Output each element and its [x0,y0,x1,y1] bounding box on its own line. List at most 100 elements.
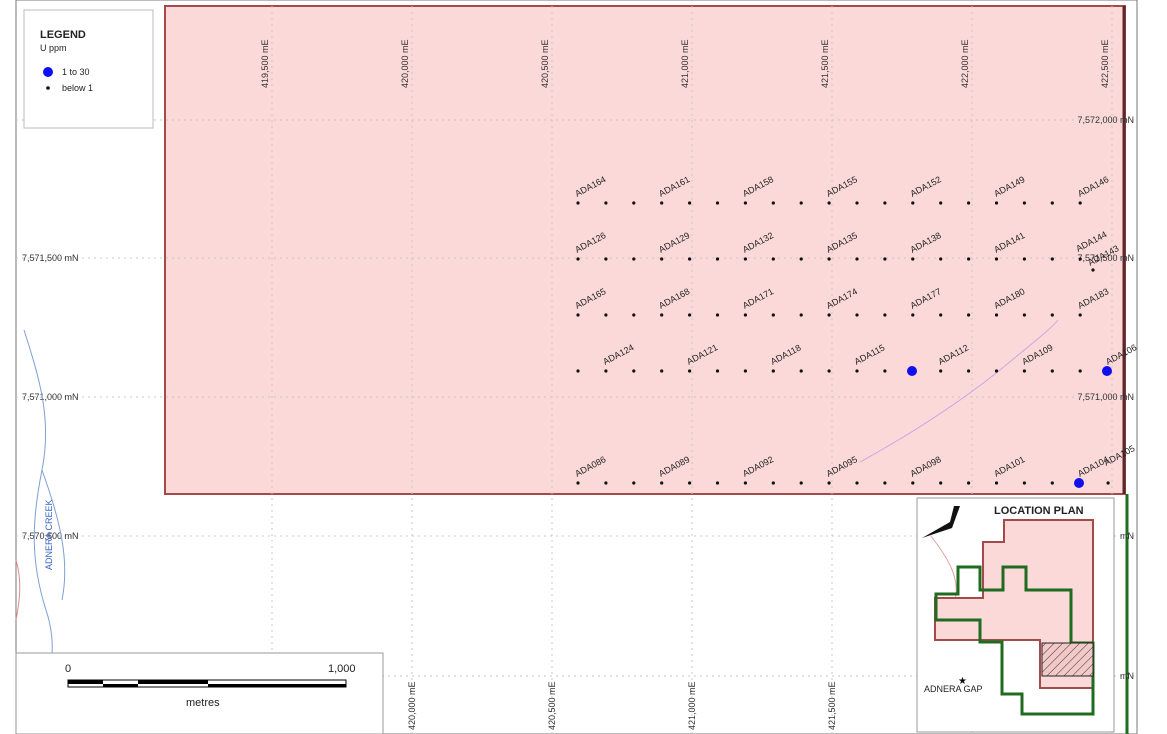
drillhole-dot [939,313,943,317]
drillhole-dot [855,201,859,205]
drillhole-dot [1050,201,1054,205]
drillhole-dot [1050,313,1054,317]
easting-tick-label: 421,500 mE [827,681,837,730]
drillhole-dot [967,481,971,485]
location-place-star-icon: ★ [958,676,967,687]
anomaly-dot [1102,366,1112,376]
drillhole-dot [660,481,664,485]
drillhole-dot [994,257,999,261]
tenement-area [164,5,1126,495]
drillhole-dot [632,369,636,373]
scale-segment [208,684,346,687]
drillhole-dot [994,313,999,317]
easting-tick-label: 420,500 mE [540,39,550,88]
drillhole-dot [799,257,803,261]
drillhole-dot [743,313,748,317]
scale-bar-box [15,652,384,734]
drillhole-dot [660,257,664,261]
drillhole-dot [771,201,775,205]
drillhole-dot [1022,313,1026,317]
drillhole-dot [994,201,999,205]
drillhole-dot [1050,257,1054,261]
scale-bar: 0 1,000 metres [15,652,384,734]
easting-tick-label: 419,500 mE [260,39,270,88]
northing-tick-label: 7,571,500 mN [1077,253,1134,263]
drillhole-dot [911,201,915,205]
drillhole-dot [855,313,859,317]
drillhole-dot [855,257,859,261]
northing-tick-label: 7,571,500 mN [22,253,79,263]
legend-large-dot-icon [43,67,53,77]
drillhole-dot [715,369,720,373]
easting-tick-label: 420,000 mE [400,39,410,88]
drillhole-dot [994,369,999,373]
drillhole-dot [1050,481,1054,485]
drillhole-dot [1078,313,1082,317]
easting-tick-label: 421,500 mE [820,39,830,88]
drillhole-dot [743,201,748,205]
drillhole-dot [1091,268,1095,272]
drillhole-dot [1106,481,1110,485]
northing-tick-label: mN [1120,671,1134,681]
northing-tick-label: mN [1120,531,1134,541]
drillhole-dot [688,481,692,485]
legend-item-label: below 1 [62,83,93,93]
drillhole-dot [967,201,971,205]
drillhole-dot [771,257,775,261]
northing-tick-label: 7,571,000 mN [22,392,79,402]
easting-tick-label: 421,000 mE [680,39,690,88]
drillhole-dot [688,313,692,317]
drillhole-dot [576,313,580,317]
drillhole-dot [771,369,775,373]
drillhole-dot [715,313,720,317]
drillhole-dot [939,257,943,261]
drillhole-dot [827,481,831,485]
northing-tick-label: 7,570,500 mN [22,531,79,541]
creek-inner-line [859,319,1059,463]
drillhole-dot [632,313,636,317]
drillhole-dot [576,257,580,261]
drillhole-dot [799,481,803,485]
drillhole-dot [1022,201,1026,205]
drillhole-dot [1078,257,1082,261]
drillhole-dot [967,257,971,261]
creek-label: ADNERA CREEK [44,499,54,570]
creek-line [23,329,53,701]
easting-tick-label: 420,000 mE [407,681,417,730]
drillhole-dot [604,369,608,373]
drillhole-dot [911,257,915,261]
drillhole-dot [688,257,692,261]
drillhole-dot [604,313,608,317]
legend-title: LEGEND [40,29,86,41]
drillhole-dot [1078,369,1082,373]
drillhole-dot [743,257,748,261]
drillhole-dot [883,369,887,373]
easting-tick-label: 420,500 mE [547,681,557,730]
scale-start-label: 0 [65,663,71,675]
scale-segment [138,680,208,684]
drillhole-dot [632,201,636,205]
drillhole-dot [883,257,887,261]
drillhole-dot [771,313,775,317]
location-study-area [1041,642,1094,677]
drillhole-dot [743,481,748,485]
drillhole-dot [799,369,803,373]
drillhole-dot [576,369,580,373]
scale-end-label: 1,000 [328,663,356,675]
scale-segment [103,684,138,687]
drillhole-dot [967,313,971,317]
drillhole-dot [632,481,636,485]
drillhole-dot [576,201,580,205]
easting-tick-label: 422,000 mE [960,39,970,88]
drillhole-dot [688,369,692,373]
anomaly-dot [907,366,917,376]
location-plan-title: LOCATION PLAN [994,505,1084,517]
drillhole-dot [604,257,608,261]
scale-segment [68,680,103,684]
location-plan: LOCATION PLAN ★ ADNERA GAP [916,497,1115,733]
drillhole-dot [827,201,831,205]
northing-tick-label: 7,572,000 mN [1077,115,1134,125]
drillhole-dot [939,201,943,205]
drillhole-dot [1022,481,1026,485]
location-green-boundary [934,565,1095,716]
